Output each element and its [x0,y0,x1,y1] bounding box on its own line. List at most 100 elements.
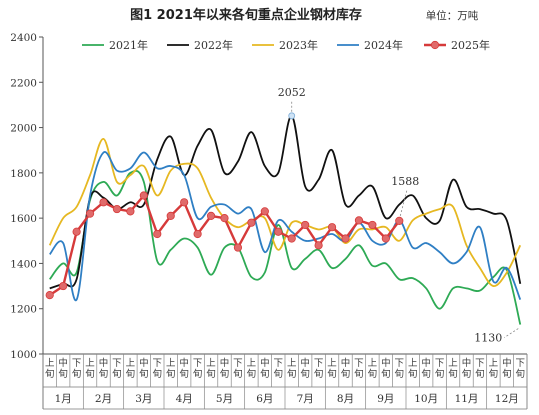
x-tick-label: 上 [166,358,176,369]
x-tick-label: 下 [475,358,485,369]
annotation-leader [399,188,408,216]
y-tick-label: 1000 [10,349,37,361]
month-label: 5月 [216,393,233,405]
y-tick-label: 2200 [10,77,37,89]
x-tick-label: 旬 [502,368,512,380]
x-tick-label: 上 [408,358,418,369]
x-tick-label: 上 [45,358,55,369]
x-tick-label: 上 [368,358,378,369]
month-label: 10月 [414,393,438,405]
annotation-label: 1130 [474,332,502,345]
series-2025-point [193,229,202,239]
x-tick-label: 旬 [139,368,149,380]
legend-label: 2021年 [109,38,148,52]
x-tick-label: 下 [314,358,324,369]
x-tick-label: 下 [274,358,284,369]
x-tick-label: 旬 [45,368,55,380]
x-tick-label: 旬 [341,368,351,380]
series-2025-point [301,220,310,230]
series-2025-point [59,281,68,291]
series-2025-point [206,211,216,220]
x-tick-label: 旬 [395,368,405,380]
x-tick-label: 旬 [274,368,284,380]
series-2025-point [112,204,122,214]
x-tick-label: 中 [220,357,230,369]
x-tick-label: 旬 [193,368,203,380]
series-2025-point [99,198,108,207]
series-2022-line [49,114,522,290]
x-tick-label: 上 [126,358,136,369]
series-2025-point [395,216,404,225]
x-tick-label: 旬 [112,368,122,380]
series-2025-point [247,218,256,227]
x-tick-label: 上 [327,358,337,369]
x-tick-label: 中 [341,357,351,369]
x-tick-label: 上 [85,358,95,369]
month-label: 9月 [377,393,394,405]
x-tick-label: 旬 [421,368,431,380]
x-tick-label: 旬 [58,368,68,380]
x-tick-label: 旬 [126,368,136,380]
x-tick-label: 上 [448,358,458,369]
series-2025-point [139,191,148,200]
x-tick-label: 上 [489,358,499,369]
series-2025-point [166,211,175,220]
series-2025-point [327,223,337,232]
x-tick-label: 中 [381,357,391,369]
y-tick-label: 1600 [10,213,37,225]
legend-label: 2025年 [451,38,490,52]
annotation-point [288,112,296,120]
chart-unit: 单位：万吨 [426,9,479,22]
series-2025-point [153,229,162,239]
annotation-label: 2052 [278,86,306,99]
x-tick-label: 旬 [233,368,243,380]
x-tick-label: 旬 [220,368,230,380]
series-2025-point [180,198,189,207]
y-tick-label: 1200 [10,304,37,316]
legend-label: 2024年 [364,38,403,52]
y-axis: 1000 1200 1400 1600 1800 2000 2200 2400 [10,32,44,409]
x-tick-label: 旬 [354,368,364,380]
series-2021-line [49,169,522,325]
legend: 2021年 2022年 2023年 2024年 2025年 [82,38,490,52]
x-tick-label: 旬 [287,368,297,380]
x-tick-label: 旬 [489,368,499,380]
x-tick-label: 中 [139,357,149,369]
x-tick-label: 旬 [435,368,445,380]
x-tick-label: 下 [153,358,163,369]
x-tick-label: 旬 [408,368,418,380]
x-tick-label: 下 [72,358,82,369]
series-lines [48,114,522,325]
series-2023-line [48,137,522,287]
x-tick-label: 旬 [448,368,458,380]
series-2025-point [260,207,269,216]
series-2025-point [233,243,243,252]
series-markers [45,191,404,300]
annotation-label: 1588 [391,175,419,188]
x-tick-label: 旬 [166,368,176,380]
series-2025-point [381,234,390,243]
month-label: 7月 [297,393,314,405]
series-2025-point [314,241,323,250]
month-label: 6月 [256,393,273,405]
legend-label: 2023年 [279,38,318,52]
series-2025-point [274,227,283,236]
x-tick-label: 中 [179,357,189,369]
x-tick-label: 旬 [516,368,526,380]
x-tick-label: 中 [260,357,270,369]
x-tick-label: 下 [193,358,203,369]
x-tick-label: 旬 [206,368,216,380]
month-label: 1月 [55,393,72,405]
x-tick-label: 旬 [475,368,485,380]
x-tick-label: 中 [462,357,472,369]
series-2025-point [220,214,229,223]
x-tick-label: 旬 [300,368,310,380]
series-2024-line [49,151,522,301]
x-tick-label: 上 [206,358,216,369]
x-tick-label: 中 [300,357,310,369]
month-label: 12月 [495,393,519,405]
x-tick-label: 中 [502,357,512,369]
x-tick-label: 中 [421,357,431,369]
x-tick-label: 旬 [381,368,391,380]
